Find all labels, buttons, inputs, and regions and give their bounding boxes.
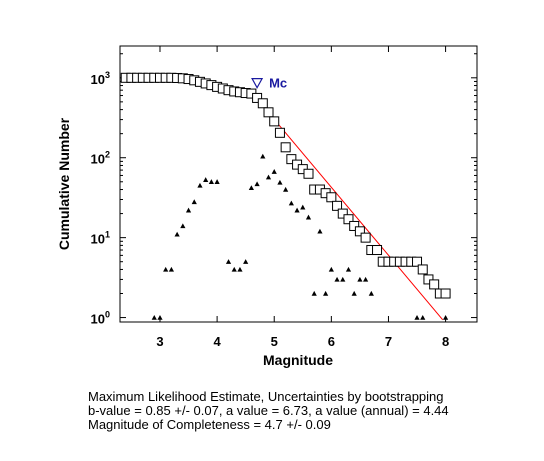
- noncumulative-point: [151, 314, 157, 320]
- x-tick-label: 7: [385, 334, 392, 349]
- noncumulative-point: [225, 259, 232, 264]
- noncumulative-point: [260, 153, 266, 159]
- x-tick-label: 4: [213, 334, 221, 349]
- noncumulative-point: [174, 231, 180, 237]
- x-tick-label: 8: [442, 334, 449, 349]
- noncumulative-point: [363, 276, 369, 282]
- caption-line-1: Maximum Likelihood Estimate, Uncertainti…: [88, 389, 444, 404]
- cumulative-point: [274, 127, 285, 138]
- noncumulative-point: [328, 266, 334, 272]
- cumulative-point: [354, 226, 365, 237]
- x-tick-label: 6: [328, 334, 335, 349]
- noncumulative-point: [168, 266, 175, 272]
- cumulative-point: [332, 200, 343, 211]
- noncumulative-point: [334, 276, 340, 282]
- noncumulative-point: [203, 177, 209, 182]
- mc-marker: [251, 78, 264, 89]
- noncumulative-point: [254, 181, 260, 187]
- noncumulative-point: [214, 179, 220, 184]
- cumulative-point: [326, 192, 337, 203]
- y-axis-label: Cumulative Number: [56, 117, 72, 250]
- marks-layer: [120, 72, 451, 320]
- cumulative-point: [343, 214, 354, 225]
- cumulative-point: [440, 288, 451, 299]
- noncumulative-point: [271, 169, 277, 174]
- noncumulative-point: [157, 314, 163, 320]
- noncumulative-point: [191, 199, 197, 205]
- cumulative-point: [280, 142, 291, 153]
- fit-line: [256, 98, 444, 321]
- noncumulative-point: [345, 266, 352, 272]
- noncumulative-point: [294, 207, 300, 213]
- noncumulative-point: [368, 290, 374, 296]
- caption-line-3: Magnitude of Completeness = 4.7 +/- 0.09: [88, 417, 331, 432]
- y-tick-label: 101: [91, 230, 110, 247]
- noncumulative-point: [305, 214, 312, 220]
- noncumulative-point: [357, 276, 363, 282]
- noncumulative-point: [300, 204, 306, 210]
- mc-label: Mc: [269, 76, 287, 91]
- noncumulative-point: [420, 314, 426, 320]
- noncumulative-point: [414, 314, 420, 320]
- plot-frame: [119, 45, 478, 323]
- cumulative-point: [286, 154, 297, 165]
- noncumulative-point: [237, 266, 243, 272]
- noncumulative-point: [323, 290, 329, 296]
- x-tick-label: 5: [271, 334, 278, 349]
- noncumulative-point: [243, 259, 249, 264]
- noncumulative-point: [442, 314, 449, 320]
- y-tick-label: 102: [91, 150, 110, 167]
- noncumulative-point: [283, 186, 289, 192]
- fit-line-layer: [256, 98, 444, 321]
- cumulative-point: [257, 98, 268, 109]
- noncumulative-point: [317, 228, 323, 234]
- noncumulative-point: [231, 266, 237, 272]
- noncumulative-point: [185, 207, 192, 213]
- noncumulative-point: [311, 290, 317, 296]
- noncumulative-point: [197, 182, 203, 188]
- cumulative-point: [269, 116, 280, 127]
- noncumulative-point: [163, 266, 169, 272]
- noncumulative-point: [208, 179, 214, 184]
- axis-ticks: 3 4 5 6 7 8 100 101 102 103: [91, 46, 477, 349]
- x-axis-label: Magnitude: [263, 352, 333, 368]
- cumulative-point: [349, 220, 360, 231]
- cumulative-point: [372, 245, 383, 256]
- noncumulative-point: [340, 276, 346, 282]
- cumulative-point: [417, 264, 428, 275]
- noncumulative-point: [265, 174, 272, 180]
- cumulative-point: [263, 107, 274, 118]
- cumulative-point: [337, 208, 348, 219]
- noncumulative-point: [180, 223, 186, 229]
- noncumulative-point: [288, 200, 294, 206]
- noncumulative-point: [351, 290, 357, 296]
- x-tick-label: 3: [156, 334, 163, 349]
- y-tick-label: 100: [91, 310, 110, 327]
- cumulative-point: [412, 256, 423, 267]
- cumulative-point: [429, 279, 440, 290]
- cumulative-point: [303, 168, 314, 179]
- noncumulative-point: [277, 179, 283, 185]
- y-tick-label: 103: [91, 70, 110, 87]
- annotation-layer: Mc: [251, 76, 287, 91]
- noncumulative-point: [248, 185, 254, 191]
- caption-line-2: b-value = 0.85 +/- 0.07, a value = 6.73,…: [88, 403, 449, 418]
- cumulative-point: [252, 92, 263, 103]
- cumulative-point: [360, 232, 371, 243]
